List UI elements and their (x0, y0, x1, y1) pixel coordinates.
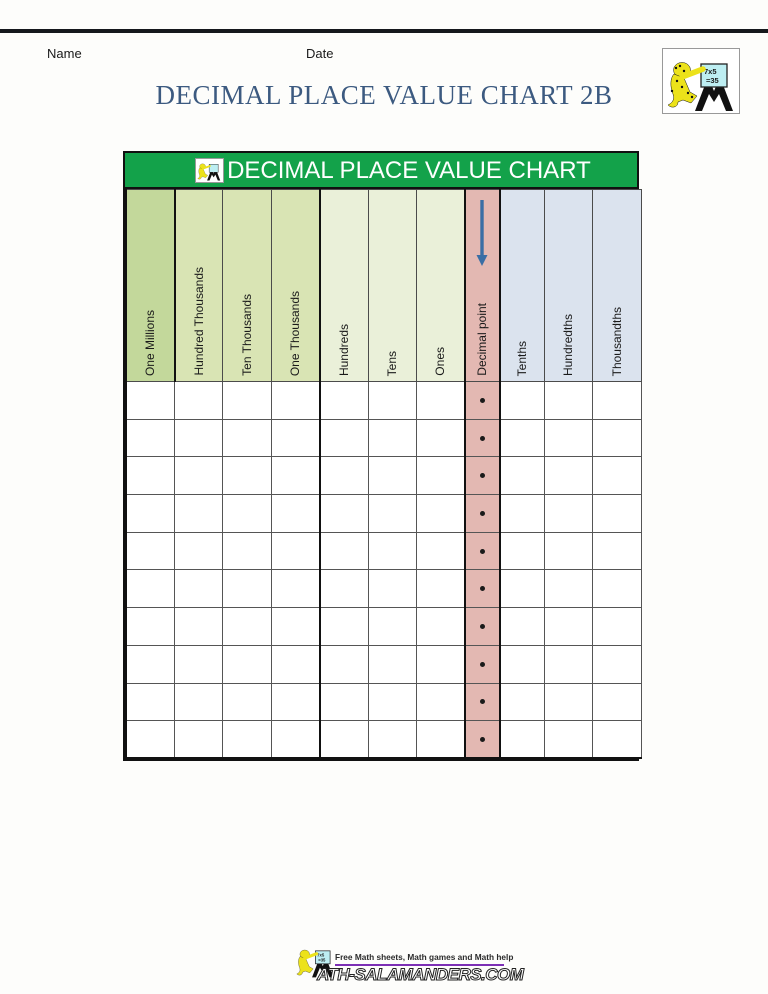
svg-text:=35: =35 (706, 76, 719, 85)
svg-text:7x5: 7x5 (704, 67, 717, 76)
svg-text:=35: =35 (318, 958, 326, 963)
svg-text:7x5: 7x5 (317, 952, 325, 957)
